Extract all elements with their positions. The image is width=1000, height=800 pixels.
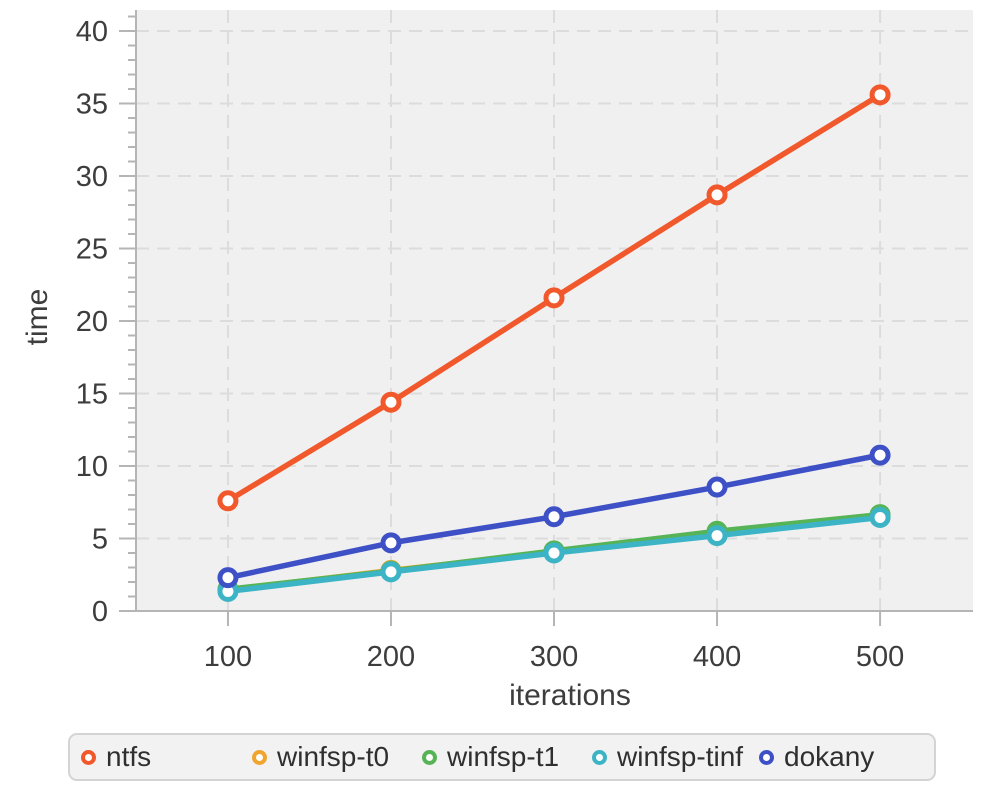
y-tick-label: 0: [92, 596, 108, 628]
legend-item-label: winfsp-t0: [277, 741, 390, 772]
y-tick-label: 5: [92, 524, 108, 556]
data-point-ntfs: [543, 287, 565, 309]
data-point-ntfs: [380, 391, 402, 413]
data-point-winfsp-tinf: [869, 506, 891, 528]
series-dokany: [217, 444, 891, 589]
data-point-dokany: [869, 444, 891, 466]
x-tick-label: 100: [204, 641, 252, 673]
data-point-ntfs: [869, 84, 891, 106]
legend-item-winfsp-t0[interactable]: winfsp-t0: [252, 743, 389, 771]
legend-item-label: winfsp-t1: [447, 741, 560, 772]
legend-item-label: ntfs: [106, 741, 152, 772]
legend-marker-icon: [759, 749, 774, 765]
y-tick-label: 35: [76, 89, 108, 121]
data-point-dokany: [217, 567, 239, 589]
legend-marker-icon: [422, 749, 437, 765]
legend-item-winfsp-tinf[interactable]: winfsp-tinf: [592, 743, 743, 771]
data-point-winfsp-tinf: [706, 525, 728, 547]
legend-item-label: winfsp-tinf: [617, 741, 744, 772]
legend: ntfs winfsp-t0 winfsp-t1 winfsp-tinf dokany: [68, 733, 936, 781]
x-tick-label: 200: [367, 641, 415, 673]
data-point-winfsp-tinf: [543, 542, 565, 564]
x-axis-title: iterations: [509, 679, 631, 712]
y-tick-label: 25: [76, 234, 108, 266]
legend-item-ntfs[interactable]: ntfs: [81, 743, 151, 771]
legend-marker-icon: [252, 749, 267, 765]
y-tick-label: 10: [76, 451, 108, 483]
y-tick-label: 30: [76, 161, 108, 193]
legend-item-label: dokany: [784, 741, 875, 772]
legend-marker-icon: [81, 749, 96, 765]
data-point-ntfs: [706, 184, 728, 206]
x-tick-label: 400: [693, 641, 741, 673]
data-point-ntfs: [217, 490, 239, 512]
y-tick-label: 20: [76, 306, 108, 338]
x-tick-label: 500: [856, 641, 904, 673]
legend-item-dokany[interactable]: dokany: [759, 743, 874, 771]
data-point-dokany: [543, 506, 565, 528]
tick-labels: 0 5 10 15 20 25 30 35 40 100 200 300 400 500: [76, 16, 905, 673]
y-tick-label: 40: [76, 16, 108, 48]
y-tick-label: 15: [76, 379, 108, 411]
legend-item-winfsp-t1[interactable]: winfsp-t1: [422, 743, 559, 771]
y-axis-title: time: [21, 289, 54, 346]
series-ntfs: [217, 84, 891, 512]
data-point-dokany: [706, 476, 728, 498]
data-point-winfsp-tinf: [380, 561, 402, 583]
legend-marker-icon: [592, 749, 607, 765]
x-tick-label: 300: [530, 641, 578, 673]
data-point-dokany: [380, 532, 402, 554]
axes: [119, 10, 973, 626]
